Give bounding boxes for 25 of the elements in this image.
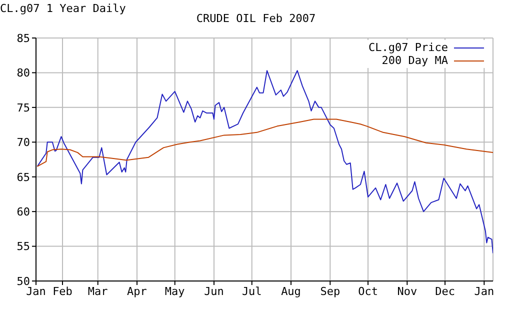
x-tick-label: Sep (320, 284, 340, 298)
y-tick-label: 70 (16, 136, 30, 150)
x-tick-label: Jul (242, 284, 262, 298)
x-tick-label: Jun (204, 284, 224, 298)
x-tick-label: Mar (88, 284, 108, 298)
y-tick-label: 85 (16, 32, 30, 45)
x-tick-label: Apr (127, 284, 148, 298)
chart-subtitle: CL.g07 1 Year Daily (0, 2, 126, 15)
x-tick-label: Oct (358, 284, 378, 298)
x-tick-label: Aug (281, 284, 301, 298)
line-series (36, 70, 493, 254)
y-tick-label: 60 (16, 205, 30, 218)
x-tick-label: May (164, 284, 186, 298)
x-tick-label: Dec (435, 284, 455, 298)
line-series (36, 118, 493, 167)
legend-label: 200 Day MA (382, 54, 448, 67)
x-tick-label: Jan (474, 284, 494, 298)
y-tick-label: 80 (16, 66, 30, 80)
x-tick-label: Nov (397, 284, 418, 298)
y-tick-label: 55 (16, 240, 30, 254)
x-tick-label: Feb (52, 284, 72, 298)
legend-label: CL.g07 Price (368, 41, 448, 54)
chart-title: CRUDE OIL Feb 2007 (196, 12, 316, 25)
y-tick-label: 75 (16, 101, 30, 114)
y-tick-label: 65 (16, 170, 30, 184)
